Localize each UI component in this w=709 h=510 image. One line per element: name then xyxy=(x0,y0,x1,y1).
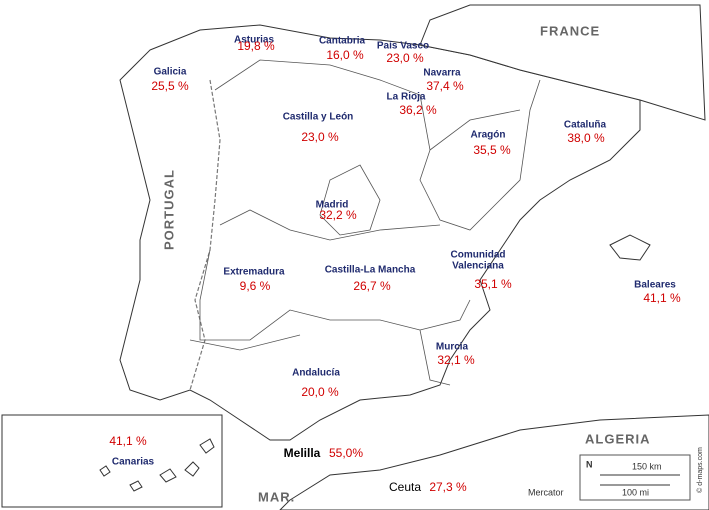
region-name: Castilla y León xyxy=(283,112,354,123)
canarias-islands xyxy=(99,438,215,492)
scale-box xyxy=(579,454,691,501)
region-name: País Vasco xyxy=(377,41,429,52)
region-name: Ceuta xyxy=(389,480,421,494)
region-value: 23,0 % xyxy=(386,51,424,65)
france-coast xyxy=(419,4,706,121)
region-name: Madrid xyxy=(316,200,349,211)
region-value: 41,1 % xyxy=(643,291,681,305)
region-name: Comunidad xyxy=(451,250,506,261)
region-value: 35,1 % xyxy=(474,277,512,291)
region-value: 37,4 % xyxy=(426,79,464,93)
region-name: Asturias xyxy=(234,35,274,46)
country-label: PORTUGAL xyxy=(161,169,176,250)
projection: Mercator xyxy=(528,487,564,497)
sea-label: MAR. xyxy=(258,489,295,504)
region-value: 23,0 % xyxy=(301,130,339,144)
region-name: Extremadura xyxy=(223,267,285,278)
region-value: 55,0% xyxy=(329,446,363,460)
region-value: 16,0 % xyxy=(326,48,364,62)
region-name: Cantabria xyxy=(319,36,366,47)
region-value: 32,1 % xyxy=(437,353,475,367)
region-name: La Rioja xyxy=(387,92,426,103)
region-value: 41,1 % xyxy=(109,434,147,448)
region-name: Melilla xyxy=(284,446,321,460)
scale-mi: 100 mi xyxy=(622,487,649,497)
credit: © d-maps.com xyxy=(696,447,704,493)
country-label: ALGERIA xyxy=(585,431,651,446)
region-name: Aragón xyxy=(471,130,506,141)
region-name: Navarra xyxy=(423,68,461,79)
region-name: Canarias xyxy=(112,457,155,468)
region-value: 27,3 % xyxy=(429,480,467,494)
region-value: 26,7 % xyxy=(353,279,391,293)
region-value: 38,0 % xyxy=(567,131,605,145)
region-name: Castilla-La Mancha xyxy=(325,265,416,276)
region-name: Andalucía xyxy=(292,368,340,379)
region-name: Murcia xyxy=(436,342,469,353)
region-name: Valenciana xyxy=(452,261,504,272)
region-value: 25,5 % xyxy=(151,79,189,93)
compass: N xyxy=(586,459,593,469)
scale-km: 150 km xyxy=(632,461,662,471)
canarias-inset xyxy=(1,414,223,508)
region-value: 19,8 % xyxy=(237,39,275,53)
region-value: 20,0 % xyxy=(301,385,339,399)
baleares-island xyxy=(609,234,651,261)
regional-borders xyxy=(189,59,541,386)
region-name: Galicia xyxy=(154,67,187,78)
region-name: Cataluña xyxy=(564,120,607,131)
region-value: 9,6 % xyxy=(240,279,271,293)
region-value: 32,2 % xyxy=(319,208,357,222)
region-value: 35,5 % xyxy=(473,143,511,157)
region-value: 36,2 % xyxy=(399,103,437,117)
country-label: FRANCE xyxy=(540,23,600,38)
region-name: Baleares xyxy=(634,280,676,291)
